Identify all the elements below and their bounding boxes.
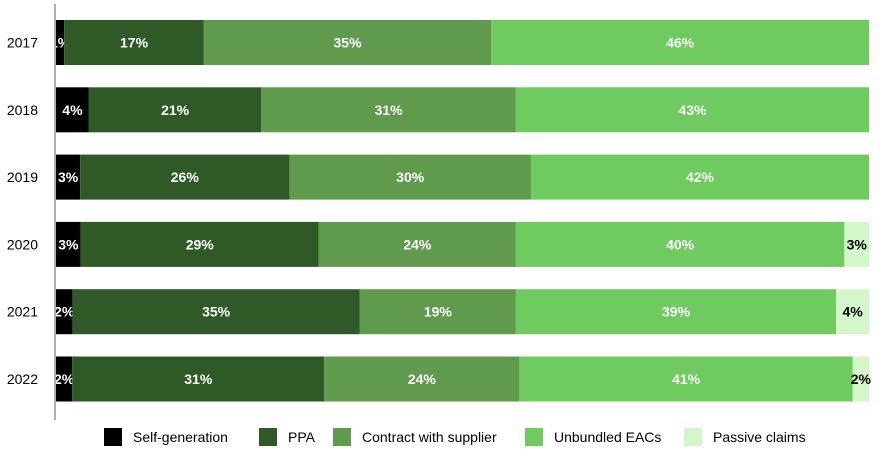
bar-segment xyxy=(203,20,492,65)
data-label: 4% xyxy=(62,102,83,118)
legend-label: Unbundled EACs xyxy=(554,429,661,445)
bar-segment xyxy=(56,356,73,402)
legend-label: Self-generation xyxy=(133,429,228,445)
bar-segment xyxy=(836,289,869,335)
legend-swatch xyxy=(525,428,543,446)
data-label: 35% xyxy=(334,35,363,51)
data-label: 21% xyxy=(161,102,190,118)
data-label: 43% xyxy=(678,102,707,118)
bar-segment xyxy=(72,356,325,402)
bar-segment xyxy=(261,87,516,133)
data-label: 35% xyxy=(202,304,231,320)
bar-segment xyxy=(491,20,869,65)
legend-label: Contract with supplier xyxy=(362,429,497,445)
data-label: 3% xyxy=(58,169,79,185)
bar-segment xyxy=(515,87,869,133)
bar-segment xyxy=(88,87,262,133)
bar-segment xyxy=(519,356,853,402)
legend-swatch xyxy=(104,428,122,446)
data-label: 24% xyxy=(403,236,432,252)
bar-segment xyxy=(289,154,531,200)
y-tick-labels: 2017 2018 2019 2020 2021 2022 xyxy=(7,35,38,388)
legend-label: Passive claims xyxy=(713,429,806,445)
y-tick-label: 2018 xyxy=(7,102,38,118)
data-label: 29% xyxy=(186,236,215,252)
bar-segment xyxy=(56,221,81,267)
data-label: 2% xyxy=(851,371,872,387)
bar-segment xyxy=(530,154,869,200)
bar-segment xyxy=(56,20,65,65)
y-tick-label: 2021 xyxy=(7,304,38,320)
data-label: 2% xyxy=(54,304,75,320)
data-label: 46% xyxy=(666,35,695,51)
bar-segment xyxy=(324,356,520,402)
data-label: 19% xyxy=(424,304,453,320)
legend-swatch xyxy=(333,428,351,446)
bar-segment xyxy=(80,221,319,267)
bar-segment xyxy=(72,289,360,335)
data-label: 3% xyxy=(58,236,79,252)
data-label: 31% xyxy=(375,102,404,118)
data-label: 24% xyxy=(408,371,437,387)
data-label: 4% xyxy=(842,304,863,320)
legend-swatch xyxy=(259,428,277,446)
bar-segment xyxy=(64,20,204,65)
bar-segment xyxy=(515,289,837,335)
bar-segment xyxy=(56,154,81,200)
bar-segment xyxy=(56,87,89,133)
data-label: 40% xyxy=(666,236,695,252)
bar-segment xyxy=(80,154,290,200)
bar-segment xyxy=(318,221,516,267)
y-tick-label: 2019 xyxy=(7,169,38,185)
bar-segment xyxy=(844,221,869,267)
y-tick-label: 2022 xyxy=(7,371,38,387)
data-label: 39% xyxy=(662,304,691,320)
data-label: 31% xyxy=(184,371,213,387)
bar-segment xyxy=(852,356,869,402)
bar-segment xyxy=(515,221,845,267)
data-label: 41% xyxy=(672,371,701,387)
legend-swatch xyxy=(684,428,702,446)
legend-label: PPA xyxy=(288,429,316,445)
bar-segment xyxy=(359,289,516,335)
data-label: 42% xyxy=(686,169,715,185)
legend: Self-generation PPA Contract with supplier… xyxy=(104,428,806,446)
data-label: 3% xyxy=(847,236,868,252)
data-label: 2% xyxy=(54,371,75,387)
bars-group: 1% 17% 35% 46%4% 21% 31% 43%3% 26% 30% 42%3% 29% 24… xyxy=(50,20,872,402)
data-label: 17% xyxy=(120,35,149,51)
data-label: 26% xyxy=(171,169,200,185)
data-label: 30% xyxy=(396,169,425,185)
y-tick-label: 2017 xyxy=(7,35,38,51)
y-tick-label: 2020 xyxy=(7,236,38,252)
bar-segment xyxy=(56,289,73,335)
